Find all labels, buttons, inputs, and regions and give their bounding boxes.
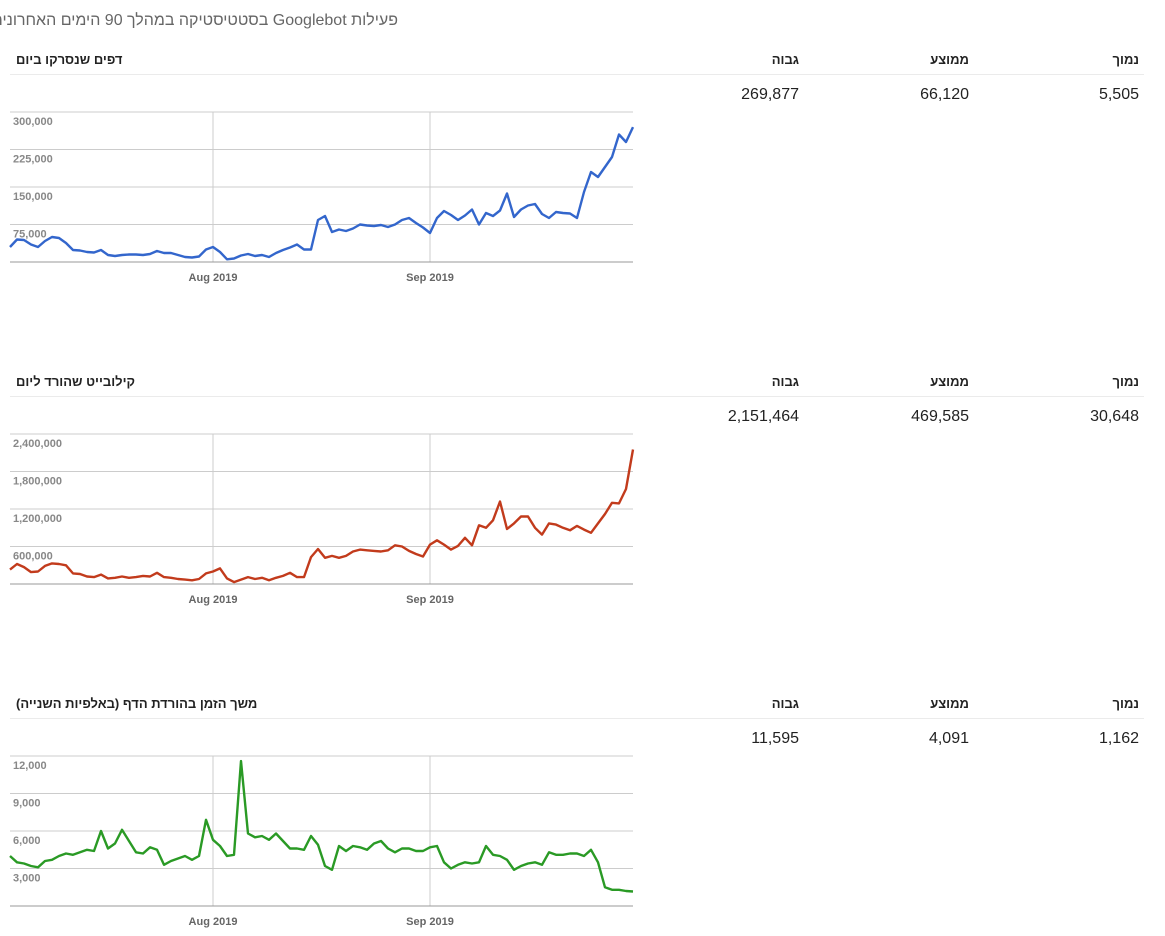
high-value: 11,595	[751, 730, 799, 747]
low-value: 1,162	[1098, 730, 1139, 747]
x-tick-label: Aug 2019	[189, 594, 238, 606]
high-value: 2,151,464	[727, 408, 799, 425]
column-header-high: גבוה	[771, 696, 799, 711]
line-chart: 300,000 225,000 150,000 75,000 Aug 2019 Sep 2…	[9, 111, 635, 284]
header-divider	[10, 718, 1144, 719]
section-title: דפים שנסרקו ביום	[16, 52, 123, 67]
low-value: 30,648	[1090, 408, 1139, 425]
x-tick-label: Sep 2019	[406, 272, 454, 284]
y-tick-label: 75,000	[13, 229, 47, 241]
y-tick-label: 150,000	[13, 191, 53, 203]
y-tick-label: 9,000	[13, 798, 41, 810]
series-line	[9, 449, 635, 584]
column-header-low: נמוך	[1112, 374, 1139, 389]
y-tick-label: 1,800,000	[13, 476, 62, 488]
y-tick-label: 6,000	[13, 835, 41, 847]
x-tick-label: Sep 2019	[406, 916, 454, 928]
column-header-avg: ממוצע	[930, 52, 969, 67]
x-tick-label: Aug 2019	[189, 272, 238, 284]
section-title: קילובייט שהורד ליום	[16, 374, 135, 389]
stat-section: משך הזמן בהורדת הדף (באלפיות השנייה) גבוה…	[0, 696, 1165, 936]
header-divider	[10, 74, 1144, 75]
stat-section: דפים שנסרקו ביום גבוה ממוצע נמוך 269,877 66,1…	[0, 52, 1165, 292]
section-title: משך הזמן בהורדת הדף (באלפיות השנייה)	[16, 696, 258, 711]
low-value: 5,505	[1098, 86, 1139, 103]
series-line	[9, 126, 635, 261]
average-value: 4,091	[928, 730, 969, 747]
high-value: 269,877	[741, 86, 799, 103]
column-header-avg: ממוצע	[930, 374, 969, 389]
series-line	[9, 759, 634, 893]
x-tick-label: Sep 2019	[406, 594, 454, 606]
page-title: פעילות Googlebot בסטטיסטיקה במהלך 90 הימ…	[0, 12, 398, 29]
stat-section: קילובייט שהורד ליום גבוה ממוצע נמוך 2,151,46…	[0, 374, 1165, 614]
column-header-avg: ממוצע	[930, 696, 969, 711]
header-divider	[10, 396, 1144, 397]
column-header-low: נמוך	[1112, 696, 1139, 711]
column-header-high: גבוה	[771, 374, 799, 389]
y-tick-label: 300,000	[13, 116, 53, 128]
line-chart: 2,400,000 1,800,000 1,200,000 600,000 Aug 20…	[9, 433, 635, 606]
y-tick-label: 2,400,000	[13, 438, 62, 450]
column-header-high: גבוה	[771, 52, 799, 67]
y-tick-label: 600,000	[13, 551, 53, 563]
y-tick-label: 1,200,000	[13, 513, 62, 525]
average-value: 469,585	[911, 408, 969, 425]
average-value: 66,120	[920, 86, 969, 103]
y-tick-label: 12,000	[13, 760, 47, 772]
y-tick-label: 225,000	[13, 154, 53, 166]
line-chart: 12,000 9,000 6,000 3,000 Aug 2019 Sep 2019	[9, 755, 634, 928]
y-tick-label: 3,000	[13, 873, 41, 885]
column-header-low: נמוך	[1112, 52, 1139, 67]
x-tick-label: Aug 2019	[189, 916, 238, 928]
